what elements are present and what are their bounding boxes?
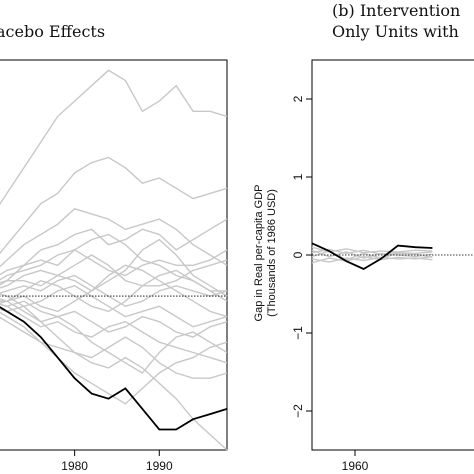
panel-b-y-axis: 2 1 0 −1 −2 — [291, 95, 312, 418]
panel-b-y-label-line2: (Thousands of 1986 USD) — [266, 189, 278, 317]
panel-a-placebo-line — [0, 264, 228, 318]
panel-b-treated-line — [311, 242, 433, 271]
panel-a-placebo-line — [0, 208, 228, 268]
panel-a-placebo-line — [0, 233, 227, 292]
panel-a-plot-frame — [0, 59, 228, 451]
panel-a-placebo-line — [0, 303, 228, 364]
panel-a-series — [0, 69, 228, 451]
panel-a-placebo-line — [0, 305, 228, 379]
panel-b-y-tick-label: −1 — [291, 326, 305, 340]
panel-a-placebo-line — [0, 269, 228, 313]
panel-a-placebo-line — [0, 285, 228, 328]
panel-b-title-line2: Only Units with — [332, 22, 459, 41]
panel-b-series — [311, 242, 474, 271]
panel-b-y-tick-label: 2 — [291, 95, 305, 102]
panel-a-x-axis: 1980 1990 — [61, 450, 173, 473]
panel-a-placebo-line — [0, 249, 228, 284]
panel-a-x-tick-label: 1980 — [61, 459, 88, 473]
panel-b-y-tick-label: −2 — [291, 404, 305, 418]
panel-a-placebo-line — [0, 311, 228, 451]
panel-b-placebo-line — [311, 255, 433, 264]
panel-a-placebo-line — [0, 254, 228, 289]
panel-a-placebo-line — [0, 69, 228, 206]
panel-a-title: acebo Effects — [0, 22, 105, 41]
panel-a-placebo-line — [0, 218, 228, 276]
panel-b-y-tick-label: 0 — [291, 251, 305, 258]
panel-b-title-line1: (b) Intervention — [332, 1, 460, 20]
panel-a-x-tick-label: 1990 — [146, 459, 173, 473]
panel-a-placebo-line — [0, 300, 228, 374]
panel-b-x-axis: 1960 — [342, 450, 369, 473]
panel-b: (b) Intervention Only Units with Gap in … — [253, 1, 474, 473]
panel-b-y-label: Gap in Real per-capita GDP (Thousands of… — [253, 185, 278, 322]
panel-a-placebo-line — [0, 238, 228, 313]
panel-a-placebo-line — [0, 156, 228, 255]
panel-b-x-tick-label: 1960 — [342, 459, 369, 473]
panel-a-treated-line — [0, 306, 228, 431]
panel-b-y-label-line1: Gap in Real per-capita GDP — [253, 185, 265, 322]
panel-a: acebo Effects 1980 1990 — [0, 22, 228, 473]
panel-a-placebo-line — [0, 316, 228, 405]
panel-b-y-tick-label: 1 — [291, 173, 305, 180]
panel-b-placebo-line — [311, 248, 433, 255]
